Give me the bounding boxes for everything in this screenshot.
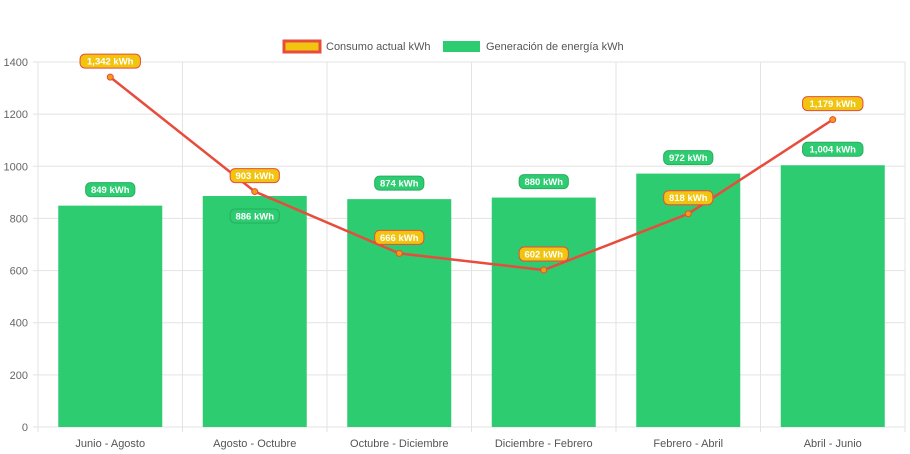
x-tick-label: Agosto - Octubre [213, 438, 296, 450]
line-point [106, 73, 114, 81]
bar-data-label-bg [663, 150, 714, 166]
line-data-label: 666 kWh [380, 233, 419, 244]
y-tick-label: 1000 [4, 161, 28, 173]
y-tick-label: 200 [10, 370, 28, 382]
line-point [251, 188, 259, 196]
legend-swatch-generacion [443, 41, 480, 52]
line-data-label: 1,179 kWh [810, 99, 857, 110]
bar-data-label: 886 kWh [235, 212, 274, 223]
legend-swatch-consumo [282, 39, 322, 54]
line-data-label: 818 kWh [669, 193, 708, 204]
line-point [540, 266, 548, 274]
line-data-label: 602 kWh [524, 250, 563, 261]
line-data-label-bg [374, 229, 425, 245]
bar [202, 196, 307, 427]
bar-data-label-bg [374, 175, 425, 191]
legend-label-consumo: Consumo actual kWh [326, 41, 431, 53]
bar-data-label-bg [518, 174, 569, 190]
x-tick-label: Diciembre - Febrero [495, 438, 593, 450]
bar [780, 165, 885, 427]
y-tick-label: 1400 [4, 57, 28, 69]
line-point [684, 210, 692, 218]
line-data-label-bg [229, 168, 280, 184]
y-tick-label: 0 [22, 422, 28, 434]
x-tick-label: Febrero - Abril [653, 438, 723, 450]
bar [491, 197, 596, 427]
bar [58, 205, 163, 427]
bar-data-label: 1,004 kWh [810, 145, 857, 156]
x-tick-label: Junio - Agosto [75, 438, 145, 450]
bar-data-label-bg [85, 182, 136, 198]
line-point [829, 116, 837, 124]
bar-data-label: 849 kWh [91, 185, 130, 196]
line-data-label: 1,342 kWh [87, 57, 134, 68]
line-data-label: 903 kWh [235, 171, 274, 182]
y-tick-label: 600 [10, 266, 28, 278]
x-tick-label: Octubre - Diciembre [350, 438, 448, 450]
bar-data-label-bg [802, 141, 864, 157]
x-tick-label: Abril - Junio [804, 438, 862, 450]
line-data-label-bg [802, 96, 864, 112]
line-data-label-bg [663, 190, 714, 206]
legend-label-generacion: Generación de energía kWh [486, 41, 624, 53]
bar-data-label: 874 kWh [380, 179, 419, 190]
bar-data-label: 972 kWh [669, 153, 708, 164]
line-data-label-bg [79, 53, 141, 69]
line-point [395, 249, 403, 257]
bar-data-label-bg [229, 208, 280, 224]
bar-data-label: 880 kWh [524, 177, 563, 188]
y-tick-label: 400 [10, 318, 28, 330]
line-data-label-bg [518, 246, 569, 262]
y-tick-label: 1200 [4, 109, 28, 121]
y-tick-label: 800 [10, 213, 28, 225]
